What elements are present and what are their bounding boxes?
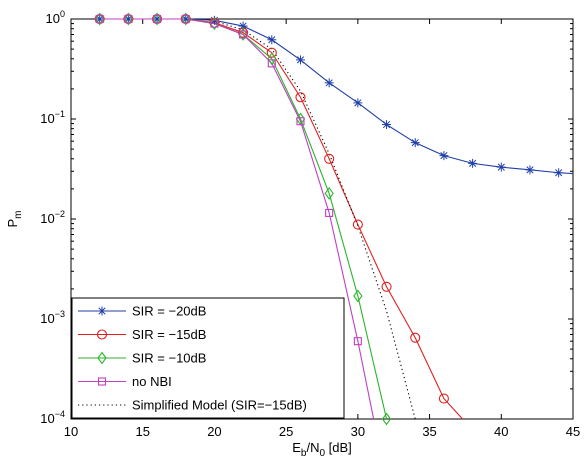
series-3-point: [210, 19, 219, 28]
series-3-point: [296, 117, 305, 126]
series-2-point: [209, 17, 220, 31]
legend: SIR = −20dB SIR = −15dB SIR = −10dB no NBI S…: [71, 297, 345, 419]
series-2-point: [181, 12, 191, 26]
series-3-point: [239, 30, 248, 39]
series-0-point: [382, 120, 392, 130]
y-tick-base: 10: [40, 311, 54, 326]
y-tick-label: 100: [46, 9, 65, 26]
series-1-point: [295, 92, 306, 103]
legend-marker-3: [97, 377, 107, 386]
legend-label-2: SIR = −10dB: [132, 351, 206, 366]
x-axis-label-sub1: b: [301, 448, 307, 459]
legend-marker-2: [97, 351, 107, 365]
series-line-3: [99, 18, 375, 420]
series-2-point: [353, 289, 363, 303]
series-2-point: [381, 412, 392, 426]
y-tick-exp: −2: [55, 209, 65, 219]
series-1-point: [381, 281, 392, 292]
series-markers: [94, 12, 564, 426]
series-3-point: [181, 14, 190, 24]
y-tick-label: 10−4: [40, 409, 65, 426]
series-3-point: [124, 14, 133, 24]
series-2-point: [152, 12, 162, 26]
series-3-point: [267, 59, 276, 68]
series-2-point: [324, 187, 334, 200]
series-3-point: [95, 14, 104, 24]
x-axis-label-main: E: [292, 440, 301, 455]
series-2-point: [123, 12, 134, 26]
legend-label-0: SIR = −20dB: [132, 304, 206, 319]
series-line-4: [214, 20, 416, 420]
y-tick-base: 10: [46, 11, 60, 26]
y-tick-exp: −3: [55, 309, 65, 319]
series-3-point: [153, 14, 162, 24]
y-tick-label: 10−3: [40, 309, 65, 326]
series-0-point: [496, 162, 506, 172]
series-0-point: [353, 98, 363, 108]
x-tick-label: 45: [566, 424, 580, 439]
y-axis-label-sub: m: [13, 210, 24, 218]
series-1-point: [438, 393, 449, 404]
series-2-point: [238, 28, 248, 41]
x-axis-label-tail: [dB]: [325, 440, 352, 455]
series-0-point: [468, 158, 478, 168]
series-0-point: [267, 35, 277, 45]
y-tick-base: 10: [40, 211, 54, 226]
series-1-point: [266, 47, 277, 58]
legend-label-3: no NBI: [132, 374, 172, 389]
x-axis-label-sub2: 0: [319, 448, 325, 459]
y-tick-label: 10−2: [40, 209, 65, 226]
series-3-point: [353, 337, 362, 346]
x-tick-label: 40: [494, 424, 508, 439]
legend-label-4: Simplified Model (SIR=−15dB): [132, 398, 307, 413]
series-1-point: [352, 219, 363, 230]
x-tick-label: 35: [422, 424, 436, 439]
y-tick-exp: 0: [60, 9, 65, 19]
y-tick-exp: −1: [55, 109, 65, 119]
x-tick-label: 30: [351, 424, 365, 439]
series-0-point: [439, 151, 449, 161]
x-axis-label-mid: /N: [306, 440, 319, 455]
series-0-point: [295, 55, 305, 65]
series-3-point: [325, 208, 334, 217]
y-tick-base: 10: [40, 111, 54, 126]
y-axis-label: Pm: [5, 210, 24, 227]
y-tick-label: 10−1: [40, 109, 65, 126]
series-1-point: [410, 332, 421, 343]
x-tick-label: 15: [135, 424, 149, 439]
y-tick-exp: −4: [55, 409, 65, 419]
series-0-point: [554, 168, 564, 178]
series-0-point: [324, 78, 334, 88]
y-tick-base: 10: [40, 411, 54, 426]
series-1-point: [324, 153, 335, 164]
legend-marker-1: [96, 329, 108, 340]
legend-label-1: SIR = −15dB: [132, 327, 206, 342]
x-tick-label: 10: [64, 424, 78, 439]
y-axis-label-main: P: [5, 219, 20, 228]
series-0-point: [525, 165, 535, 175]
series-2-point: [267, 52, 277, 66]
legend-marker-0: [97, 306, 107, 316]
series-lines: [99, 18, 574, 420]
x-axis-label: Eb/N0 [dB]: [292, 440, 352, 459]
series-0-point: [410, 138, 420, 148]
series-2-point: [95, 12, 105, 26]
x-tick-label: 25: [279, 424, 293, 439]
x-tick-label: 20: [207, 424, 221, 439]
